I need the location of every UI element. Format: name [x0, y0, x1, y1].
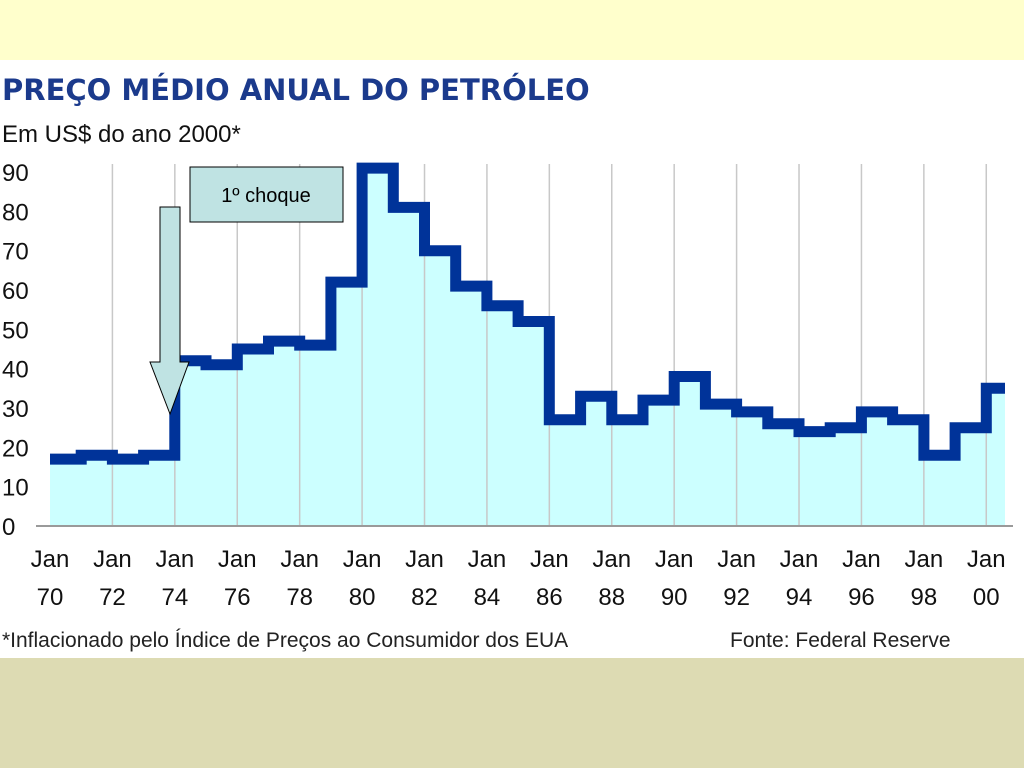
y-tick-label: 20	[2, 435, 29, 462]
y-tick-label: 30	[2, 396, 29, 423]
y-tick-label: 40	[2, 357, 29, 384]
x-axis-ticks: Jan 70 Jan 72 Jan 74 Jan 76 Jan 78 Jan 80 Jan 82 Jan 84…	[31, 546, 1006, 611]
y-tick-label: 90	[2, 160, 29, 187]
x-tick-label: 76	[224, 584, 251, 611]
x-tick-label: 94	[786, 584, 813, 611]
x-tick-label: 72	[99, 584, 126, 611]
x-tick-label: 70	[37, 584, 64, 611]
x-tick-label: 88	[598, 584, 625, 611]
source-note: Fonte: Federal Reserve	[730, 629, 951, 652]
x-tick-label: Jan	[343, 546, 382, 573]
price-area	[50, 168, 1005, 526]
x-tick-label: Jan	[405, 546, 444, 573]
x-tick-label: Jan	[780, 546, 819, 573]
y-tick-label: 70	[2, 239, 29, 266]
x-tick-label: Jan	[530, 546, 569, 573]
x-tick-label: 98	[911, 584, 938, 611]
chart-subtitle: Em US$ do ano 2000*	[2, 121, 241, 148]
x-tick-label: Jan	[905, 546, 944, 573]
bottom-decorative-band	[0, 658, 1024, 768]
y-axis-ticks: 0 10 20 30 40 50 60 70 80 90	[2, 160, 29, 541]
x-tick-label: Jan	[218, 546, 257, 573]
down-arrow-icon	[149, 206, 190, 416]
price-line	[50, 162, 1005, 465]
callout-box	[189, 166, 344, 223]
x-tick-label: 82	[411, 584, 438, 611]
y-tick-label: 60	[2, 278, 29, 305]
series-line	[50, 162, 1005, 465]
x-tick-label: 80	[349, 584, 376, 611]
x-tick-label: Jan	[842, 546, 881, 573]
x-tick-label: 96	[848, 584, 875, 611]
x-tick-label: Jan	[155, 546, 194, 573]
y-tick-label: 80	[2, 199, 29, 226]
x-tick-label: 90	[661, 584, 688, 611]
x-tick-label: 74	[161, 584, 188, 611]
top-decorative-band	[0, 0, 1024, 60]
x-tick-label: 86	[536, 584, 563, 611]
x-tick-label: Jan	[967, 546, 1006, 573]
x-tick-label: 92	[723, 584, 750, 611]
x-tick-label: Jan	[592, 546, 631, 573]
chart-title: PREÇO MÉDIO ANUAL DO PETRÓLEO	[2, 73, 590, 107]
x-tick-label: Jan	[717, 546, 756, 573]
first-shock-callout: 1º choque	[149, 166, 344, 416]
footnote: *Inflacionado pelo Índice de Preços ao C…	[2, 629, 568, 652]
area-fill	[50, 168, 1005, 526]
x-tick-label: Jan	[468, 546, 507, 573]
x-tick-label: Jan	[280, 546, 319, 573]
x-tick-label: 84	[474, 584, 501, 611]
x-tick-label: 78	[286, 584, 313, 611]
x-tick-label: Jan	[655, 546, 694, 573]
x-tick-label: 00	[973, 584, 1000, 611]
y-tick-label: 0	[2, 514, 15, 541]
x-tick-label: Jan	[31, 546, 70, 573]
y-tick-label: 10	[2, 475, 29, 502]
callout-label: 1º choque	[221, 185, 311, 207]
y-tick-label: 50	[2, 317, 29, 344]
x-tick-label: Jan	[93, 546, 132, 573]
